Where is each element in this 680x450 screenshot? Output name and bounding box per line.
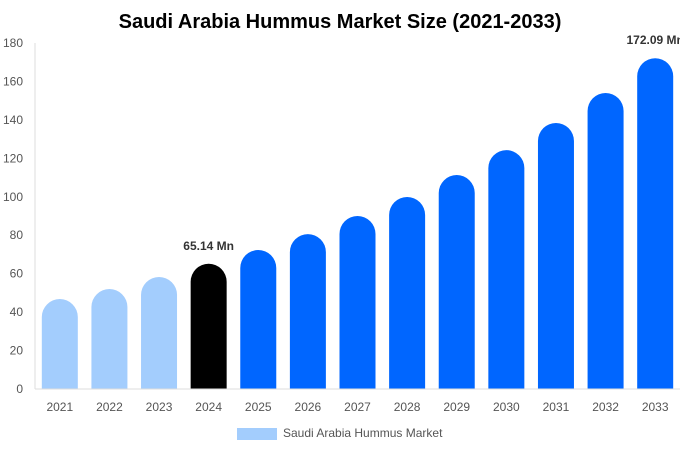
bar-2024[interactable] <box>190 263 227 389</box>
data-label: 65.14 Mn <box>183 239 234 253</box>
y-tick-label: 40 <box>10 305 24 319</box>
y-axis: 0 20 40 60 80 100 120 140 160 180 <box>3 36 36 396</box>
data-labels: 65.14 Mn 172.09 Mn <box>183 33 680 253</box>
bar-2032[interactable] <box>587 92 624 389</box>
x-tick-label: 2027 <box>344 400 371 414</box>
bars <box>41 58 674 390</box>
x-tick-label: 2021 <box>46 400 73 414</box>
y-tick-label: 60 <box>10 267 24 281</box>
x-tick-label: 2031 <box>543 400 570 414</box>
x-axis: 2021 2022 2023 2024 2025 2026 2027 2028 2029 2030… <box>35 388 680 414</box>
x-tick-label: 2022 <box>96 400 123 414</box>
y-tick-label: 0 <box>16 382 23 396</box>
legend-label: Saudi Arabia Hummus Market <box>283 426 443 440</box>
bar-2022[interactable] <box>91 289 128 389</box>
x-tick-label: 2030 <box>493 400 520 414</box>
chart-title: Saudi Arabia Hummus Market Size (2021-20… <box>119 11 562 33</box>
bar-2028[interactable] <box>389 196 426 389</box>
bar-2027[interactable] <box>339 216 376 389</box>
y-tick-label: 100 <box>3 190 23 204</box>
y-tick-label: 180 <box>3 36 23 50</box>
x-tick-label: 2032 <box>592 400 619 414</box>
x-tick-label: 2029 <box>443 400 470 414</box>
bar-2031[interactable] <box>537 122 574 390</box>
y-tick-label: 80 <box>10 228 24 242</box>
x-tick-label: 2025 <box>245 400 272 414</box>
data-label: 172.09 Mn <box>627 33 680 47</box>
bar-2026[interactable] <box>289 234 326 389</box>
x-tick-label: 2024 <box>195 400 222 414</box>
y-tick-label: 160 <box>3 74 23 88</box>
bar-2029[interactable] <box>438 175 475 389</box>
y-tick-label: 20 <box>10 344 24 358</box>
bar-2030[interactable] <box>488 150 525 389</box>
x-tick-label: 2026 <box>295 400 322 414</box>
bar-2025[interactable] <box>240 250 277 389</box>
bar-2021[interactable] <box>41 299 78 389</box>
legend[interactable]: Saudi Arabia Hummus Market <box>237 426 443 440</box>
bar-2023[interactable] <box>141 276 178 389</box>
x-tick-label: 2028 <box>394 400 421 414</box>
y-tick-label: 140 <box>3 113 23 127</box>
x-tick-label: 2023 <box>146 400 173 414</box>
x-tick-label: 2033 <box>642 400 669 414</box>
y-tick-label: 120 <box>3 151 23 165</box>
bar-2033[interactable] <box>637 58 674 390</box>
legend-swatch <box>237 428 277 440</box>
